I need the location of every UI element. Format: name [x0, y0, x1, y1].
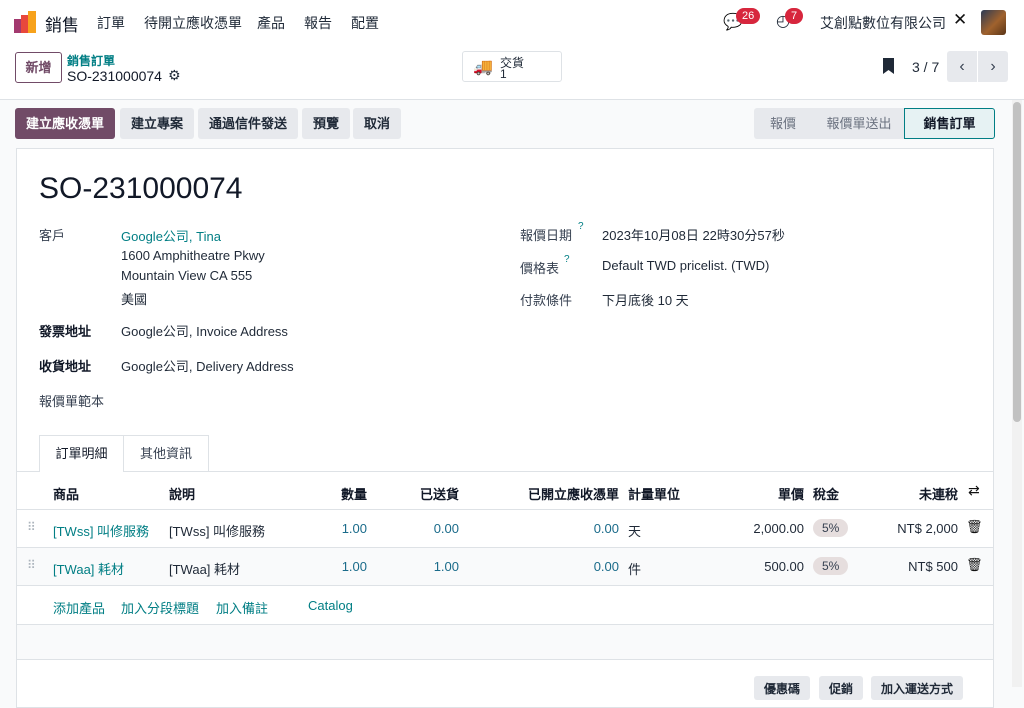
delivery-smart-button[interactable]: 🚚 交貨 1: [462, 51, 562, 82]
quotation-date-label: 報價日期: [520, 228, 573, 243]
truck-icon: 🚚: [473, 59, 493, 76]
product-cell[interactable]: [TWaa] 耗材: [53, 562, 125, 577]
user-avatar[interactable]: [981, 10, 1006, 35]
col-uom[interactable]: 計量單位: [628, 487, 681, 502]
preview-button[interactable]: 預覽: [302, 108, 351, 139]
top-navbar: 銷售 訂單 待開立應收憑單 產品 報告 配置 💬 26 ◴ 7 艾創點數位有限公…: [0, 0, 1024, 44]
tax-badge[interactable]: 5%: [813, 519, 849, 537]
quotation-template-label: 報價單範本: [39, 394, 105, 409]
debug-tools-icon[interactable]: ✕: [953, 10, 968, 29]
create-project-button[interactable]: 建立專案: [120, 108, 195, 139]
customer-link[interactable]: Google公司, Tina: [121, 229, 221, 244]
col-unit-price[interactable]: 單價: [777, 487, 804, 502]
invoice-address-field[interactable]: Google公司, Invoice Address: [121, 324, 288, 339]
menu-to-invoice[interactable]: 待開立應收憑單: [144, 15, 242, 31]
delivered-cell[interactable]: 0.00: [433, 521, 459, 536]
col-quantity[interactable]: 數量: [340, 487, 367, 502]
messages-badge: 26: [736, 8, 761, 24]
app-logo-icon[interactable]: [14, 11, 36, 33]
delivery-count: 1: [500, 67, 507, 81]
menu-orders[interactable]: 訂單: [97, 15, 125, 31]
delivery-address-label: 收貨地址: [39, 359, 92, 374]
delivered-cell[interactable]: 1.00: [433, 559, 459, 574]
description-cell[interactable]: [TWaa] 耗材: [169, 562, 241, 577]
bookmark-icon[interactable]: [883, 58, 894, 74]
record-title: SO-231000074: [39, 172, 243, 205]
control-panel: 新增 銷售訂單 SO-231000074 ⚙ 🚚 交貨 1 3 / 7 ‹ ›: [0, 44, 1024, 100]
col-description[interactable]: 說明: [169, 487, 196, 502]
unit-price-cell[interactable]: 2,000.00: [753, 521, 804, 536]
table-row[interactable]: ⠿ [TWaa] 耗材 [TWaa] 耗材 1.00 1.00 0.00 件 5…: [17, 548, 993, 586]
col-taxes[interactable]: 稅金: [813, 487, 840, 502]
quantity-cell[interactable]: 1.00: [341, 521, 367, 536]
delete-row-icon[interactable]: 🗑: [966, 519, 983, 534]
gear-icon[interactable]: ⚙: [168, 67, 181, 83]
menu-reporting[interactable]: 報告: [304, 15, 332, 31]
add-section-link[interactable]: 加入分段標題: [121, 601, 200, 616]
pager-value[interactable]: 3 / 7: [912, 59, 940, 75]
subtotal-cell: NT$ 500: [908, 559, 958, 574]
payment-terms-label: 付款條件: [520, 293, 573, 308]
delivery-label: 交貨: [500, 56, 525, 70]
tab-order-lines[interactable]: 訂單明細: [39, 435, 124, 472]
customer-label: 客戶: [39, 228, 66, 243]
address-line-1: 1600 Amphitheatre Pkwy: [121, 248, 265, 263]
pager-next-button[interactable]: ›: [978, 51, 1008, 82]
stage-sales-order[interactable]: 銷售訂單: [904, 108, 995, 139]
cancel-button[interactable]: 取消: [353, 108, 402, 139]
add-product-link[interactable]: 添加產品: [53, 601, 106, 616]
pricelist-field[interactable]: Default TWD pricelist. (TWD): [602, 258, 770, 273]
help-icon[interactable]: ?: [564, 254, 570, 265]
add-note-link[interactable]: 加入備註: [216, 601, 269, 616]
delivery-address-field[interactable]: Google公司, Delivery Address: [121, 359, 294, 374]
tax-badge[interactable]: 5%: [813, 557, 849, 575]
activities-badge: 7: [785, 8, 804, 24]
col-subtotal[interactable]: 未連稅: [918, 487, 958, 502]
menu-configuration[interactable]: 配置: [351, 15, 379, 31]
breadcrumb-sales-orders[interactable]: 銷售訂單: [67, 54, 116, 68]
payment-terms-field[interactable]: 下月底後 10 天: [602, 293, 689, 308]
drag-handle-icon[interactable]: ⠿: [27, 520, 36, 534]
col-product[interactable]: 商品: [53, 487, 80, 502]
table-footer: [17, 624, 993, 660]
menu-products[interactable]: 產品: [257, 15, 285, 31]
quotation-date-field[interactable]: 2023年10月08日 22時30分57秒: [602, 228, 785, 243]
product-cell[interactable]: [TWss] 叫修服務: [53, 524, 150, 539]
col-delivered[interactable]: 已送貨: [419, 487, 459, 502]
new-button[interactable]: 新增: [15, 52, 62, 83]
catalog-link[interactable]: Catalog: [308, 598, 353, 613]
unit-price-cell[interactable]: 500.00: [764, 559, 804, 574]
company-switcher[interactable]: 艾創點數位有限公司: [820, 15, 946, 31]
form-sheet: [16, 148, 994, 708]
uom-cell[interactable]: 件: [628, 562, 642, 577]
invoiced-cell: 0.00: [593, 521, 619, 536]
subtotal-cell: NT$ 2,000: [897, 521, 958, 536]
column-settings-icon[interactable]: ⇄: [968, 482, 980, 498]
app-name[interactable]: 銷售: [45, 16, 79, 35]
pager-previous-button[interactable]: ‹: [947, 51, 977, 82]
uom-cell[interactable]: 天: [628, 524, 642, 539]
scrollbar[interactable]: [1012, 100, 1022, 687]
add-shipping-button[interactable]: 加入運送方式: [871, 676, 964, 700]
address-line-2: Mountain View CA 555: [121, 268, 253, 283]
address-line-3: 美國: [121, 292, 148, 307]
col-invoiced[interactable]: 已開立應收憑單: [527, 487, 619, 502]
stage-quotation[interactable]: 報價: [754, 108, 812, 139]
promotions-button[interactable]: 促銷: [819, 676, 864, 700]
drag-handle-icon[interactable]: ⠿: [27, 558, 36, 572]
stage-quotation-sent[interactable]: 報價單送出: [812, 108, 906, 139]
invoiced-cell: 0.00: [593, 559, 619, 574]
coupon-button[interactable]: 優惠碼: [754, 676, 811, 700]
quantity-cell[interactable]: 1.00: [341, 559, 367, 574]
invoice-address-label: 發票地址: [39, 324, 92, 339]
create-invoice-button[interactable]: 建立應收憑單: [15, 108, 116, 139]
description-cell[interactable]: [TWss] 叫修服務: [169, 524, 266, 539]
help-icon[interactable]: ?: [578, 221, 584, 232]
tab-other-info[interactable]: 其他資訊: [124, 435, 209, 471]
pricelist-label: 價格表: [520, 261, 560, 276]
send-by-email-button[interactable]: 通過信件發送: [198, 108, 299, 139]
table-row[interactable]: ⠿ [TWss] 叫修服務 [TWss] 叫修服務 1.00 0.00 0.00…: [17, 510, 993, 548]
breadcrumb-current-record: SO-231000074: [67, 68, 162, 84]
delete-row-icon[interactable]: 🗑: [966, 557, 983, 572]
